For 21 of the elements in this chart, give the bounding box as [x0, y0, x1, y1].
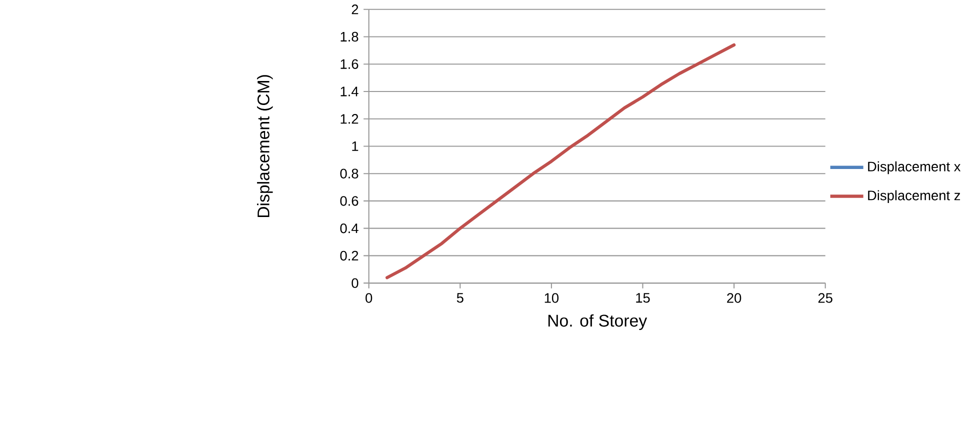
x-axis-title: No. of Storey: [548, 314, 648, 330]
y-tick-label: 1.8: [340, 32, 358, 42]
y-tick-label: 0.8: [340, 168, 358, 178]
y-tick-label: 0.4: [340, 223, 358, 233]
y-tick-label: 1.4: [340, 86, 358, 96]
y-tick-label: 0: [352, 278, 358, 288]
legend-label: Displacement x: [868, 161, 961, 174]
x-tick-label: 10: [544, 292, 559, 303]
x-tick-label: 20: [727, 292, 742, 303]
y-tick-label: 1.2: [340, 114, 358, 124]
y-tick-label: 1: [352, 141, 358, 151]
x-tick-label: 15: [636, 292, 650, 303]
legend-label: Displacement z: [868, 190, 960, 203]
y-tick-label: 0.6: [340, 196, 358, 206]
y-axis-title: Displacement (CM): [257, 74, 273, 217]
y-tick-label: 1.6: [340, 59, 358, 69]
y-tick-label: 2: [352, 4, 358, 14]
y-tick-label: 0.2: [340, 250, 358, 260]
x-tick-label: 5: [456, 292, 464, 303]
x-tick-label: 25: [818, 292, 832, 303]
x-tick-label: 0: [366, 292, 372, 303]
